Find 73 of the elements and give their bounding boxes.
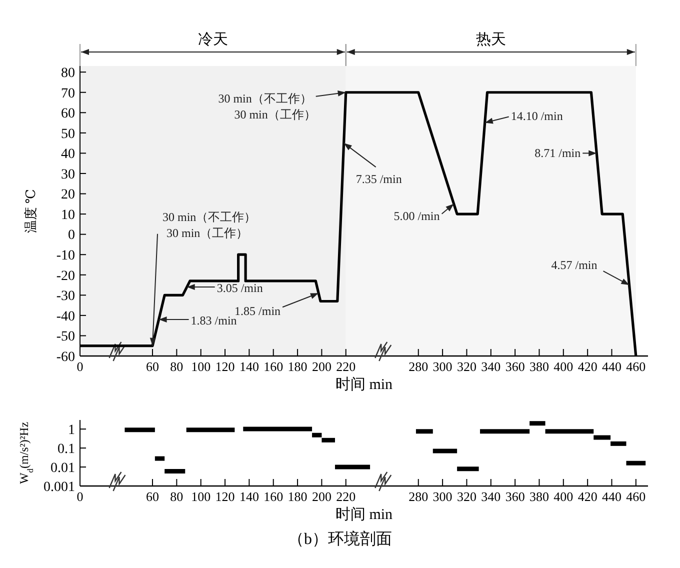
x-tick-label: 80 [170, 489, 184, 504]
x-tick-label: 180 [288, 489, 308, 504]
x-tick-label: 340 [481, 359, 501, 374]
y-tick-label: 0.1 [58, 442, 75, 457]
y-tick-label: -60 [56, 350, 75, 365]
x-tick-label: 100 [191, 489, 211, 504]
y-tick-label: 0 [68, 228, 75, 244]
x-tick-label: 140 [239, 359, 259, 374]
annotation: 8.71 /min [534, 146, 581, 160]
y-tick-label: -20 [56, 268, 75, 284]
x-tick-label: 120 [215, 359, 235, 374]
annotation: 14.10 /min [510, 108, 563, 123]
y-tick-label: -10 [56, 248, 75, 264]
y-tick-label: -50 [56, 330, 75, 345]
x-tick-label: 460 [626, 489, 646, 504]
x-tick-label: 180 [288, 359, 308, 374]
x-tick-label: 100 [191, 359, 211, 374]
annotation: 3.05 /min [216, 281, 263, 296]
annotation: 1.85 /min [234, 304, 281, 318]
y-tick-label: 1 [68, 422, 75, 438]
band-label: 热天 [476, 32, 506, 48]
x-tick-label: 380 [529, 359, 549, 374]
annotation: 30 min（不工作） 30 min（工作） [218, 91, 316, 122]
annotation: 7.35 /min [356, 172, 402, 186]
y-tick-label: 0.001 [44, 480, 75, 495]
x-tick-label: 400 [554, 489, 574, 504]
y-tick-label: 20 [61, 188, 75, 203]
x-tick-label: 200 [312, 359, 332, 374]
annotation: 30 min（不工作） 30 min（工作） [162, 210, 256, 240]
x-tick-label: 300 [432, 359, 452, 374]
x-tick-label: 220 [336, 489, 356, 504]
x-tick-label: 420 [578, 489, 598, 504]
x-tick-label: 140 [239, 489, 259, 504]
x-tick-label: 300 [432, 489, 452, 504]
x-tick-label: 320 [456, 489, 476, 504]
x-tick-label: 420 [578, 359, 598, 374]
x-tick-label: 160 [264, 359, 284, 374]
y-axis-title: 温度 ℃ [23, 189, 38, 233]
x-tick-label: 360 [505, 359, 525, 374]
x-tick-label: 60 [146, 359, 160, 374]
x-tick-label: 340 [481, 489, 501, 504]
x-tick-label: 60 [146, 489, 160, 504]
x-tick-label: 120 [215, 489, 235, 504]
annotation: 1.83 /min [190, 313, 237, 328]
x-tick-label: 440 [602, 359, 622, 374]
x-axis-title: 时间 min [335, 506, 394, 523]
y-tick-label: 0.01 [50, 460, 75, 476]
y-tick-label: -40 [56, 309, 75, 324]
y-tick-label: 70 [61, 86, 75, 102]
annotation: 4.57 /min [551, 258, 598, 272]
x-tick-label: 380 [529, 489, 549, 504]
x-tick-label: 80 [170, 359, 184, 374]
annotation: 5.00 /min [394, 208, 440, 223]
x-axis-title: 时间 min [335, 376, 394, 393]
y-tick-label: 50 [61, 126, 75, 142]
y-tick-label: 80 [61, 66, 75, 81]
x-tick-label: 400 [554, 359, 574, 374]
x-tick-label: 320 [456, 359, 476, 374]
text: （b）环境剖面 [288, 530, 392, 548]
band-label: 冷天 [198, 31, 228, 48]
x-tick-label: 360 [505, 489, 525, 504]
x-tick-label: 160 [264, 489, 284, 504]
x-tick-label: 280 [408, 489, 428, 504]
x-tick-label: 280 [408, 359, 428, 374]
x-tick-label: 440 [602, 489, 622, 504]
y-tick-label: 60 [61, 106, 75, 122]
x-tick-label: 200 [312, 489, 332, 504]
y-tick-label: 30 [61, 167, 75, 182]
y-tick-label: 10 [61, 208, 75, 223]
y-tick-label: -30 [56, 289, 75, 304]
x-tick-label: 220 [336, 359, 356, 374]
x-tick-label: 460 [626, 359, 646, 374]
y-tick-label: 40 [61, 147, 75, 162]
